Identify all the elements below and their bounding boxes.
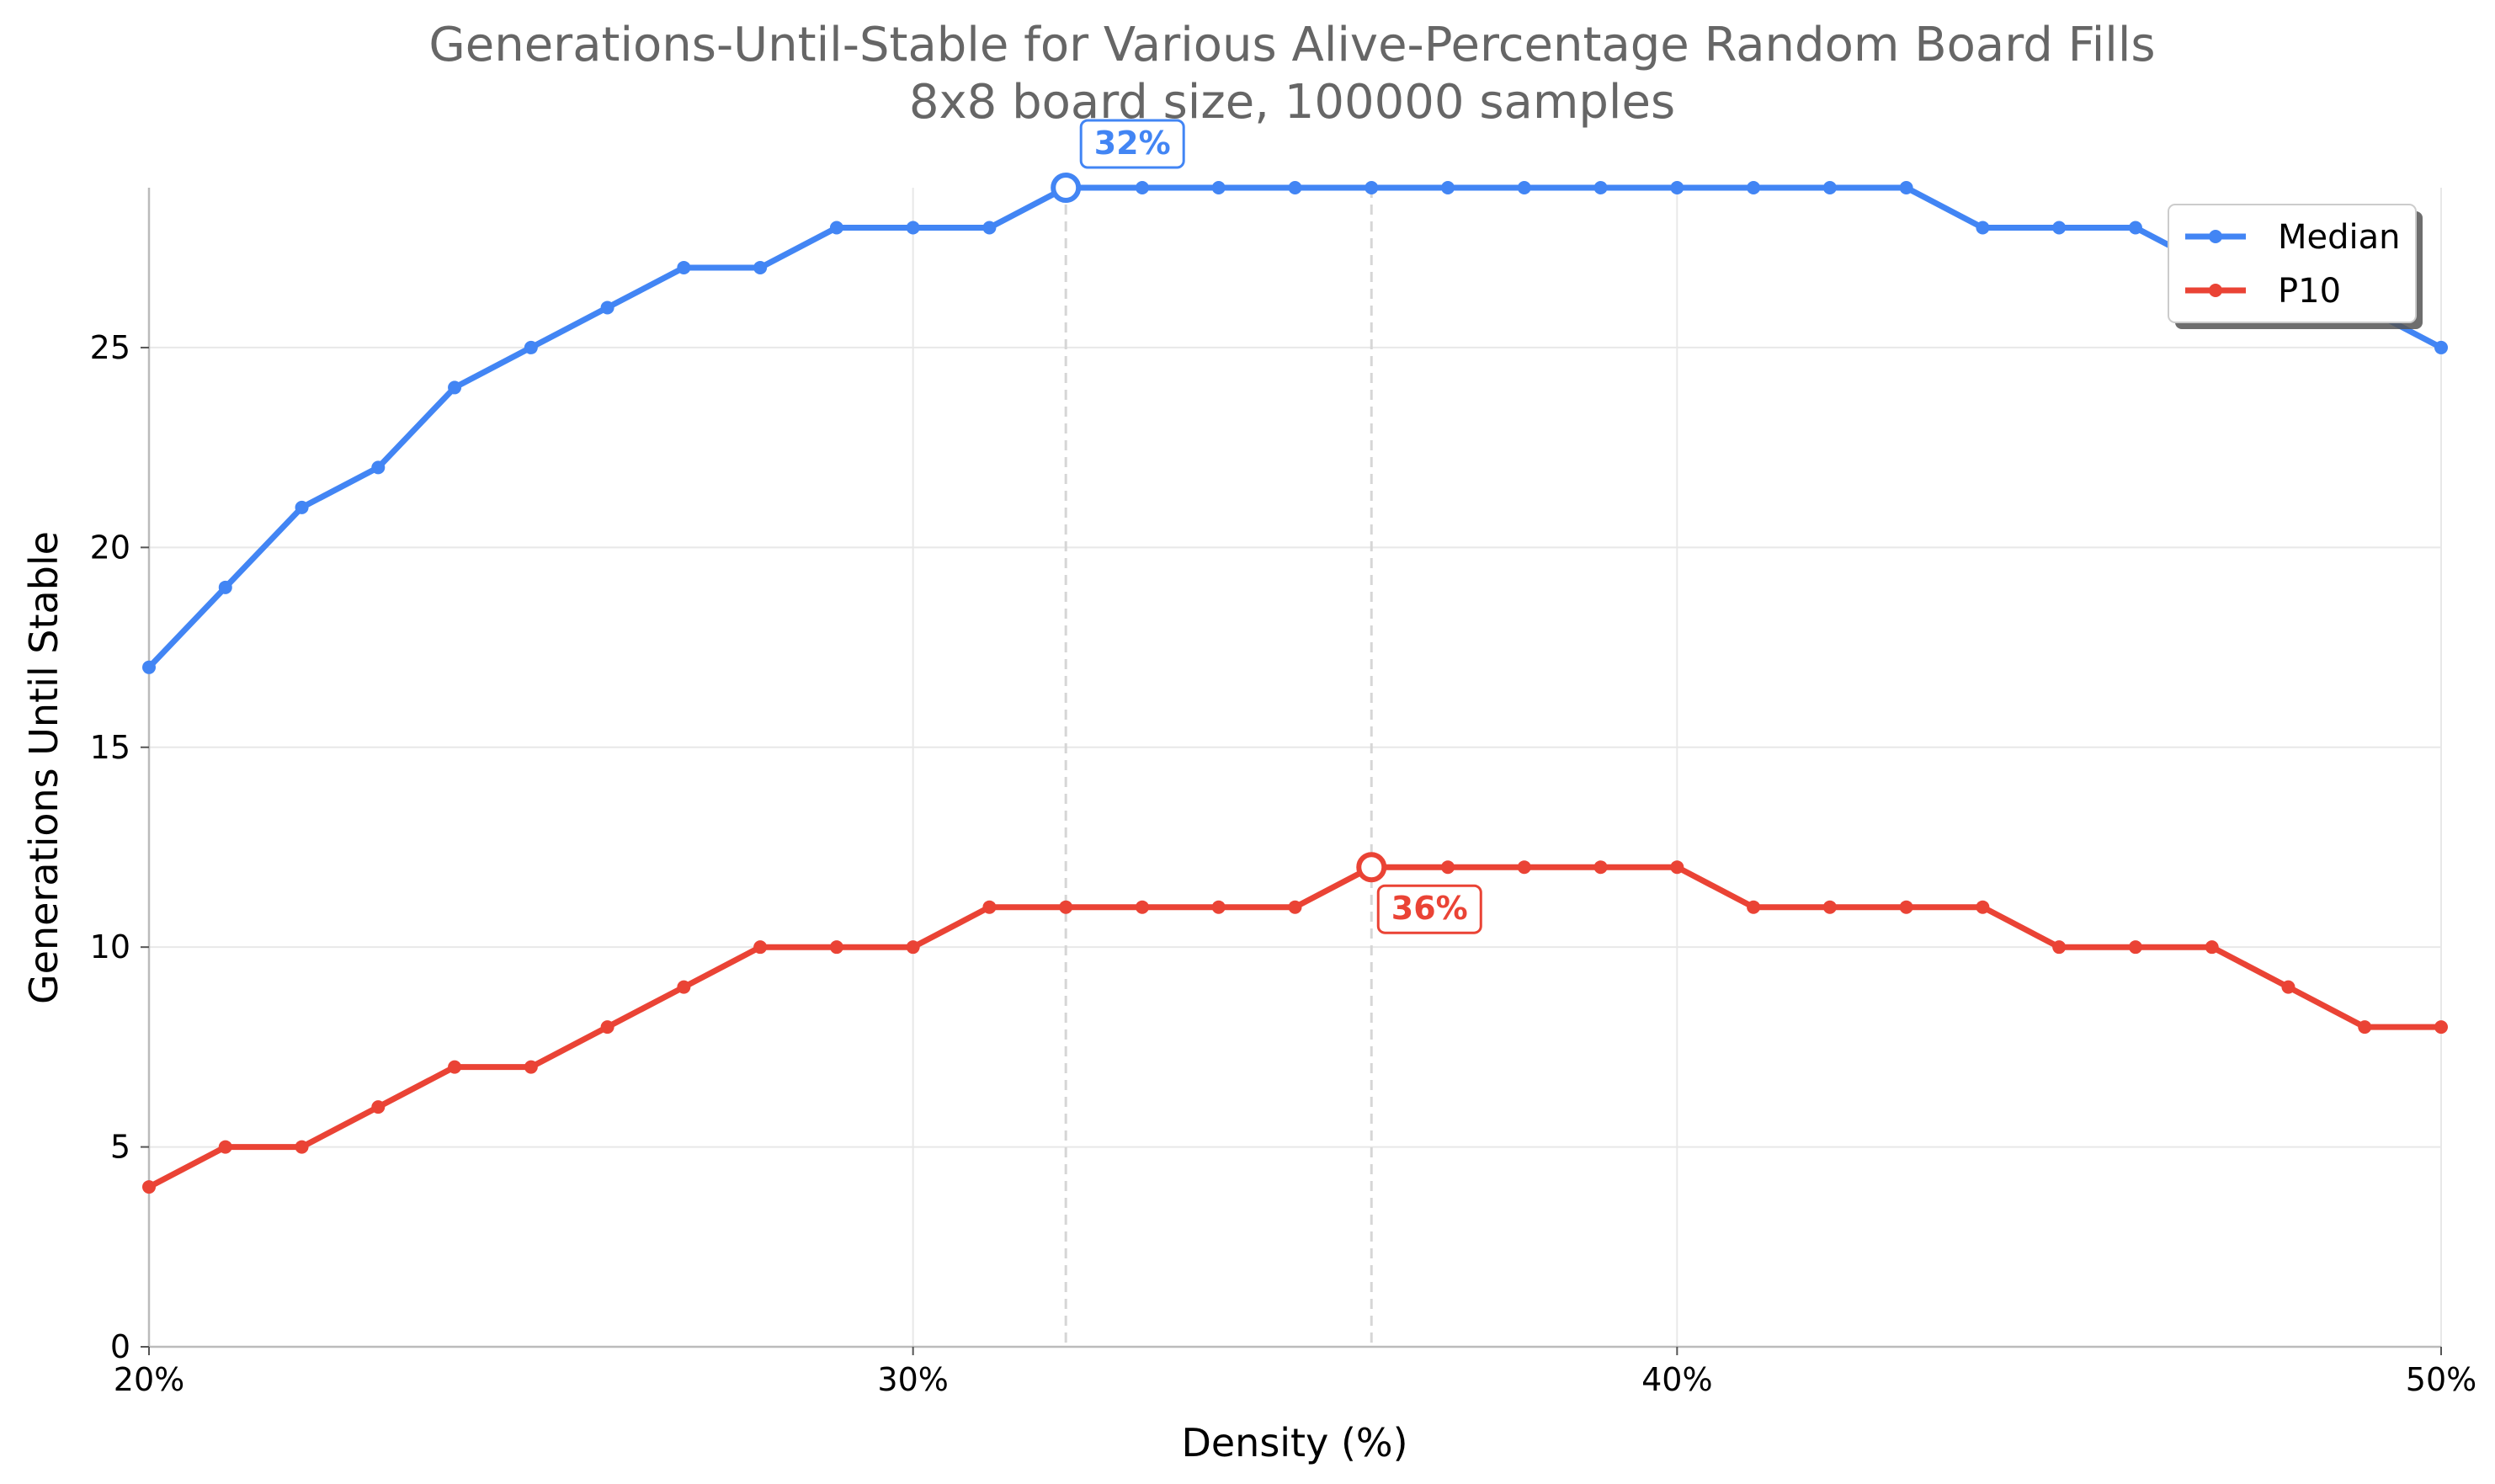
data-point-p10 <box>1822 900 1837 914</box>
data-point-median <box>600 301 614 315</box>
data-point-p10 <box>1135 900 1149 914</box>
data-point-median <box>906 221 920 235</box>
annotations: 32% 36% <box>1051 119 1482 934</box>
data-point-p10 <box>1211 900 1226 914</box>
data-point-median <box>371 460 386 475</box>
x-tick-label: 40% <box>1641 1361 1712 1398</box>
y-tick-label: 10 <box>90 928 130 965</box>
data-point-median <box>1593 181 1608 194</box>
data-point-median <box>1135 181 1149 194</box>
data-point-median <box>1365 181 1379 194</box>
peak-label: 32% <box>1094 125 1171 162</box>
data-point-median <box>677 260 691 274</box>
data-point-median <box>1211 181 1226 194</box>
axes <box>147 188 2441 1348</box>
x-tick-label: 50% <box>2406 1361 2476 1398</box>
data-point-median <box>2052 221 2067 235</box>
data-point-p10 <box>1441 860 1455 875</box>
x-axis-label: Density (%) <box>1181 1420 1407 1465</box>
data-point-p10 <box>906 940 920 955</box>
data-point-median <box>1822 181 1837 194</box>
data-point-median <box>982 221 997 235</box>
data-point-p10 <box>524 1060 538 1074</box>
data-point-p10 <box>1593 860 1608 875</box>
data-point-p10 <box>829 940 843 955</box>
chart-titles: Generations-Until-Stable for Various Ali… <box>428 18 2155 130</box>
data-point-p10 <box>1899 900 1913 914</box>
data-point-median <box>1441 181 1455 194</box>
y-tick-label: 15 <box>90 729 130 766</box>
data-point-p10 <box>142 1180 156 1194</box>
peak-label-box <box>1079 119 1185 169</box>
y-tick-label: 20 <box>90 529 130 566</box>
y-tick-label: 0 <box>110 1328 130 1365</box>
data-point-p10 <box>1670 860 1684 875</box>
data-point-median <box>753 260 768 274</box>
series <box>142 181 2448 1194</box>
y-tick-label: 5 <box>110 1129 130 1166</box>
peak-markers <box>1064 188 1373 1347</box>
peak-marker <box>1356 852 1387 883</box>
data-point-p10 <box>1517 860 1531 875</box>
data-point-p10 <box>600 1020 614 1035</box>
data-point-median <box>1517 181 1531 194</box>
data-point-median <box>1288 181 1302 194</box>
peak-label-box <box>1376 884 1482 934</box>
data-point-p10 <box>2128 940 2142 955</box>
data-point-p10 <box>2358 1020 2372 1035</box>
grid <box>149 188 2442 1347</box>
legend-label-p10: P10 <box>2278 272 2341 311</box>
series-line-p10 <box>146 864 2444 1190</box>
data-point-median <box>1747 181 1761 194</box>
data-point-median <box>1899 181 1913 194</box>
peak-marker <box>1051 173 1082 203</box>
data-point-median <box>1670 181 1684 194</box>
legend-label-median: Median <box>2278 218 2401 257</box>
data-point-p10 <box>218 1140 232 1154</box>
data-point-p10 <box>2052 940 2067 955</box>
x-tick-label: 20% <box>114 1361 184 1398</box>
data-point-p10 <box>1288 900 1302 914</box>
peak-label: 36% <box>1391 890 1468 927</box>
y-axis-label: Generations Until Stable <box>21 531 66 1004</box>
data-point-p10 <box>1747 900 1761 914</box>
data-point-p10 <box>982 900 997 914</box>
legend-marker-p10 <box>2209 284 2222 297</box>
data-point-p10 <box>753 940 768 955</box>
data-point-p10 <box>2434 1020 2448 1035</box>
data-point-median <box>524 340 538 354</box>
ticks: 0 5 10 15 20 25 20% 30% 40% 50% <box>90 329 2477 1398</box>
data-point-median <box>1976 221 1990 235</box>
y-tick-label: 25 <box>90 329 130 366</box>
data-point-median <box>829 221 843 235</box>
data-point-median <box>295 500 309 514</box>
data-point-p10 <box>1059 900 1073 914</box>
data-point-p10 <box>295 1140 309 1154</box>
data-point-p10 <box>448 1060 462 1074</box>
data-point-median <box>142 660 156 674</box>
data-point-p10 <box>677 980 691 994</box>
legend: Median P10 <box>2168 204 2423 329</box>
series-line-median <box>146 184 2444 671</box>
data-point-p10 <box>1976 900 1990 914</box>
data-point-p10 <box>2205 940 2219 955</box>
chart-subtitle: 8x8 board size, 100000 samples <box>909 75 1675 130</box>
data-point-median <box>2434 340 2448 354</box>
data-point-median <box>218 580 232 594</box>
chart-title: Generations-Until-Stable for Various Ali… <box>428 18 2155 72</box>
legend-marker-median <box>2209 230 2222 243</box>
data-point-median <box>2128 221 2142 235</box>
data-point-p10 <box>371 1100 386 1114</box>
data-point-p10 <box>2281 980 2296 994</box>
data-point-median <box>448 380 462 395</box>
x-tick-label: 30% <box>877 1361 948 1398</box>
